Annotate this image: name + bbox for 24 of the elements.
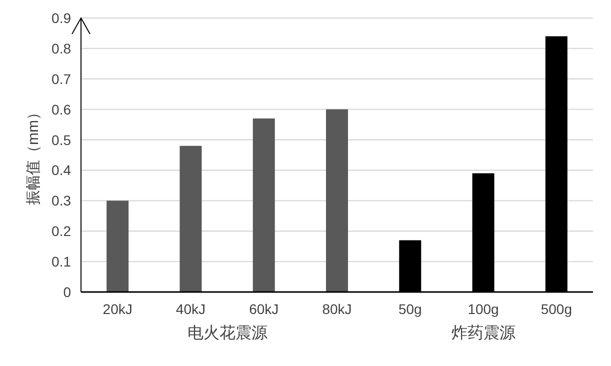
- y-tick-label: 0.3: [52, 192, 72, 209]
- x-tick-label: 20kJ: [102, 301, 132, 317]
- bar: [180, 146, 202, 292]
- y-tick-label: 0.9: [52, 10, 72, 26]
- x-tick-label: 80kJ: [322, 301, 352, 317]
- x-tick-label: 100g: [468, 301, 499, 317]
- bar: [326, 109, 348, 292]
- y-tick-label: 0.2: [52, 223, 72, 240]
- x-tick-label: 60kJ: [249, 301, 279, 317]
- text: 电火花震源: [187, 324, 268, 342]
- y-tick-label: 0: [63, 284, 72, 300]
- y-tick-label: 0.4: [52, 162, 72, 178]
- x-tick-label: 50g: [398, 301, 422, 317]
- bar: [106, 200, 129, 292]
- y-tick-label: 0.8: [52, 40, 72, 56]
- y-tick-label: 0.1: [52, 254, 72, 270]
- y-tick-label: 0.7: [52, 70, 72, 87]
- y-axis-title: 振幅值（mm）: [25, 105, 42, 205]
- text: 炸药震源: [451, 324, 516, 342]
- x-tick-label: 40kJ: [176, 301, 206, 317]
- bar: [252, 118, 275, 292]
- y-tick-label: 0.5: [52, 132, 72, 148]
- y-tick-label: 0.6: [52, 101, 72, 118]
- x-tick-label: 500g: [540, 301, 572, 317]
